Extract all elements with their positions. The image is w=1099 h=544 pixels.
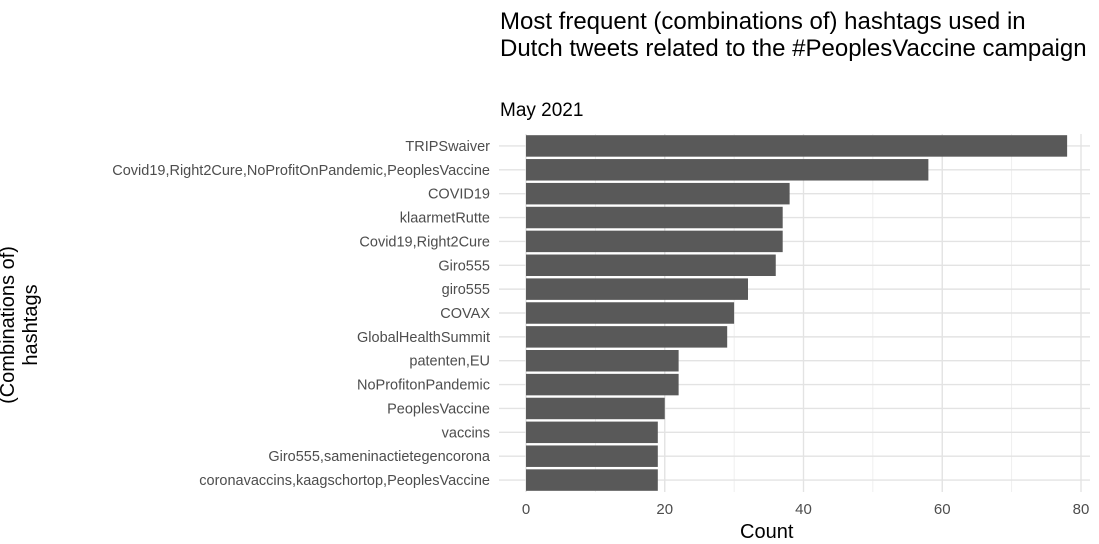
x-tick-label: 20 bbox=[656, 501, 673, 518]
bar bbox=[526, 421, 658, 444]
x-tick-label: 60 bbox=[934, 501, 951, 518]
bar bbox=[526, 182, 790, 205]
bar bbox=[526, 206, 783, 229]
category-label: PeoplesVaccine bbox=[387, 401, 490, 417]
category-label: Giro555,sameninactietegencorona bbox=[268, 449, 491, 465]
bar bbox=[526, 326, 728, 348]
bar bbox=[526, 254, 776, 277]
x-axis-label: Count bbox=[740, 521, 794, 543]
category-label: COVAX bbox=[440, 306, 490, 322]
bar bbox=[526, 445, 658, 467]
chart-title: Most frequent (combinations of) hashtags… bbox=[500, 8, 1087, 62]
x-tick-label: 80 bbox=[1073, 501, 1090, 518]
category-label: klaarmetRutte bbox=[400, 211, 490, 227]
category-label: Covid19,Right2Cure bbox=[359, 234, 490, 250]
chart-subtitle: May 2021 bbox=[500, 100, 584, 121]
category-label: Covid19,Right2Cure,NoProfitOnPandemic,Pe… bbox=[112, 163, 490, 179]
category-label: Giro555 bbox=[438, 258, 490, 274]
bar bbox=[526, 469, 658, 491]
bar bbox=[526, 397, 665, 420]
bar bbox=[526, 278, 748, 300]
category-label: TRIPSwaiver bbox=[405, 139, 490, 155]
bar bbox=[526, 349, 679, 372]
category-label: giro555 bbox=[442, 282, 490, 298]
category-label: patenten,EU bbox=[409, 354, 490, 370]
category-label: coronavaccins,kaagschortop,PeoplesVaccin… bbox=[199, 473, 490, 489]
bar bbox=[526, 302, 735, 324]
category-label: GlobalHealthSummit bbox=[357, 330, 490, 346]
bar bbox=[526, 373, 679, 396]
bar bbox=[526, 135, 1068, 157]
x-tick-label: 0 bbox=[522, 501, 530, 518]
category-label: COVID19 bbox=[428, 187, 490, 203]
bar bbox=[526, 159, 929, 181]
category-label: vaccins bbox=[442, 425, 490, 441]
x-tick-label: 40 bbox=[795, 501, 812, 518]
category-label: NoProfitonPandemic bbox=[357, 378, 490, 394]
bar bbox=[526, 230, 783, 253]
